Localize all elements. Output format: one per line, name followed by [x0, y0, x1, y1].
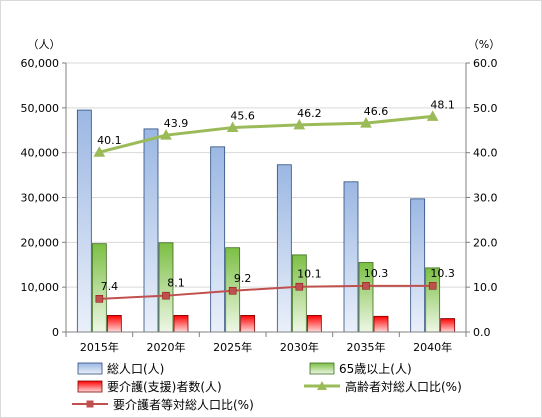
y-right-tick-label: 10.0 [473, 281, 498, 294]
line-2-data-label: 10.3 [430, 267, 455, 280]
line-2-data-label: 10.3 [364, 267, 389, 280]
line-1-marker-5 [360, 117, 372, 128]
gridlines [66, 62, 466, 288]
y-left-tick-label: 30,000 [21, 192, 60, 205]
line-1-data-label: 45.6 [230, 110, 255, 123]
legend-label: 高齢者対総人口比(%) [345, 379, 462, 394]
legend-marker-triangle [317, 381, 327, 390]
legend-swatch-bar-3 [77, 380, 103, 393]
bar-3-3 [240, 315, 256, 333]
line-series-1 [98, 114, 433, 154]
line-2-data-label: 9.2 [234, 272, 252, 285]
bar-3-2 [173, 315, 189, 333]
line-layer [93, 110, 439, 303]
legend: 総人口(人) 65歳以上(人) 要介護(支援)者数(人) 高齢者対総人口比(%) 要介護… [72, 362, 462, 412]
line-2-marker-1 [95, 295, 104, 303]
bar-1-3 [210, 146, 226, 333]
legend-label: 要介護者等対総人口比(%) [113, 397, 254, 412]
y-right-tick-label: 40.0 [473, 147, 498, 160]
line-1-data-label: 43.9 [164, 117, 189, 130]
line-1-marker-2 [160, 129, 172, 140]
bar-2-4 [291, 254, 307, 333]
x-tick-label: 2025年 [213, 340, 252, 354]
line-series-2 [99, 284, 433, 300]
line-1-marker-6 [426, 110, 439, 121]
legend-swatch-bar-1 [77, 362, 103, 375]
line-1-data-label: 48.1 [430, 98, 455, 111]
line-2-data-label: 8.1 [167, 277, 185, 290]
line-2-marker-2 [162, 291, 170, 300]
line-2-marker-4 [295, 282, 304, 291]
bar-layer [76, 109, 456, 333]
line-2-marker-5 [362, 282, 370, 290]
y-left-tick-label: 60,000 [21, 57, 60, 70]
bar-3-6 [440, 318, 456, 333]
y-left-tick-label: 10,000 [21, 281, 60, 294]
x-tick-label: 2020年 [147, 340, 186, 354]
x-tick-label: 2035年 [347, 340, 386, 354]
bar-1-2 [143, 128, 159, 333]
y-right-tick-label: 0.0 [473, 326, 491, 339]
legend-label: 65歳以上(人) [339, 362, 412, 376]
bar-3-4 [306, 315, 322, 333]
line-2-marker-6 [428, 282, 437, 290]
y-left-tick-label: 40,000 [21, 147, 60, 160]
y-left-tick-label: 50,000 [21, 102, 60, 115]
legend-label: 要介護(支援)者数(人) [107, 379, 222, 394]
bar-1-5 [343, 181, 359, 333]
line-1-marker-3 [226, 121, 239, 133]
legend-swatch-bar-2 [309, 362, 335, 375]
y-right-tick-label: 20.0 [473, 236, 498, 249]
bar-1-4 [276, 164, 292, 333]
bar-1-6 [410, 198, 426, 333]
line-1-marker-1 [93, 146, 106, 157]
line-2-data-label: 10.1 [297, 268, 322, 281]
line-1-data-label: 46.2 [297, 107, 322, 120]
line-2-data-label: 7.4 [101, 280, 119, 293]
y-left-tick-label: 0 [52, 326, 59, 339]
y-left-tick-label: 20,000 [21, 236, 60, 249]
x-tick-label: 2040年 [413, 340, 452, 354]
bar-1-1 [76, 109, 92, 333]
line-1-data-label: 46.6 [364, 105, 389, 118]
bar-3-5 [373, 315, 389, 333]
legend-label: 総人口(人) [107, 362, 164, 376]
data-labels: 40.1 43.9 45.6 46.2 46.6 48.1 7.4 8.1 9.2 10.1 10.… [97, 98, 455, 292]
bar-3-1 [106, 315, 122, 333]
legend-marker-square [86, 400, 94, 408]
line-1-data-label: 40.1 [97, 134, 122, 147]
y-left-unit-label: （人） [28, 38, 61, 51]
y-right-tick-label: 50.0 [473, 102, 498, 115]
y-right-unit-label: （%） [468, 38, 500, 51]
y-right-tick-label: 30.0 [473, 192, 498, 205]
x-tick-label: 2015年 [80, 340, 119, 354]
line-2-marker-3 [228, 286, 237, 295]
y-right-tick-label: 60.0 [473, 57, 498, 70]
x-tick-label: 2030年 [280, 340, 319, 354]
line-1-marker-4 [293, 118, 306, 130]
axes: 0 10,000 20,000 30,000 40,000 50,000 60,000 0.0… [21, 38, 501, 354]
